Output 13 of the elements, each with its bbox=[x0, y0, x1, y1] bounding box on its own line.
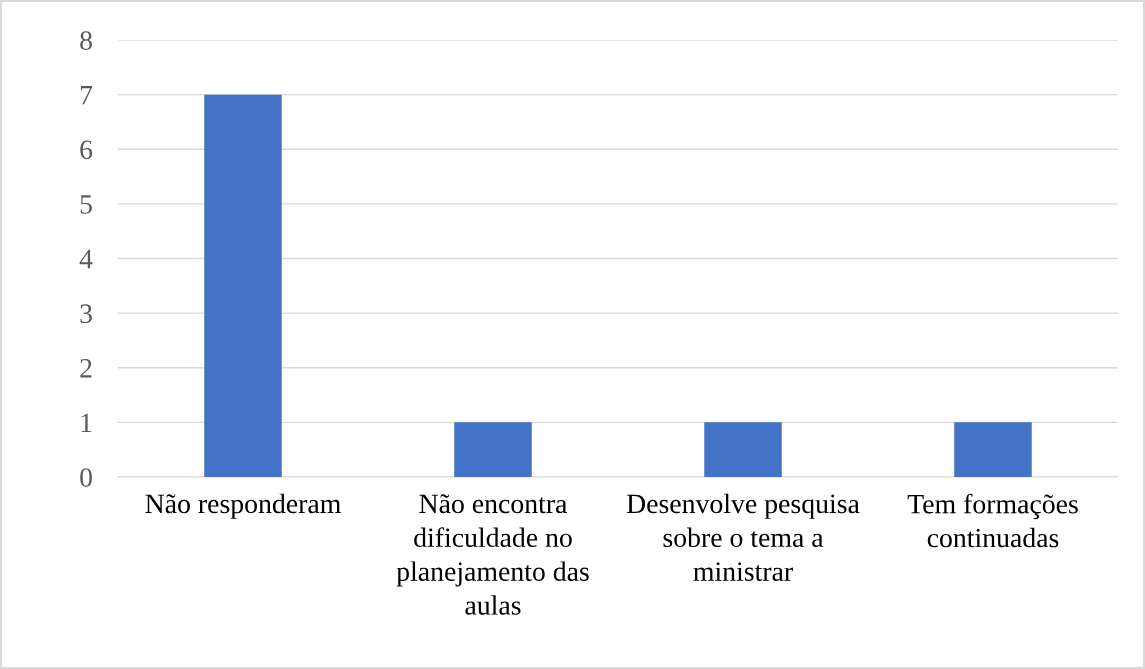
y-tick-label: 8 bbox=[80, 31, 92, 50]
y-tick-label: 6 bbox=[80, 140, 93, 160]
y-tick-label: 2 bbox=[80, 358, 92, 378]
x-tick-label: Não responderam bbox=[145, 493, 341, 519]
x-tick-label: Desenvolve pesquisa sobre o tema a ministrar bbox=[626, 493, 860, 581]
y-tick-label: 5 bbox=[80, 195, 92, 214]
x-tick-label: Tem formações continuadas bbox=[907, 493, 1078, 548]
y-tick-label: 0 bbox=[80, 468, 92, 487]
y-tick-label: 3 bbox=[80, 304, 92, 324]
y-tick-label: 1 bbox=[81, 413, 92, 433]
x-tick-label: Não encontra dificuldade no planejamento das aulas bbox=[396, 494, 589, 615]
y-tick-label: 7 bbox=[80, 86, 93, 105]
y-tick-label: 4 bbox=[79, 249, 93, 269]
